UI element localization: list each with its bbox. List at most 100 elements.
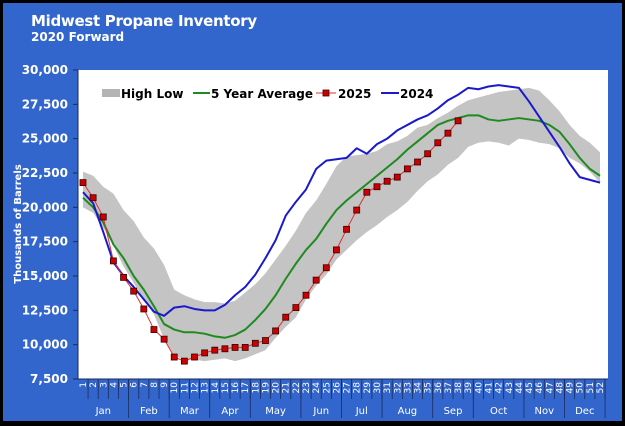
x-tick-label-week: 34 — [414, 382, 424, 394]
x-tick-label-week: 45 — [525, 382, 535, 393]
legend: High Low 5 Year Average 2025 2024 — [102, 87, 433, 101]
x-tick-label-week: 15 — [221, 382, 231, 393]
data-point-2025-wk24 — [312, 276, 320, 284]
x-tick-label-week: 32 — [393, 382, 403, 393]
x-tick-label-week: 39 — [464, 382, 474, 394]
legend-swatch-high-low — [102, 89, 120, 97]
x-tick-label-week: 25 — [322, 382, 332, 393]
x-tick-label-week: 40 — [474, 382, 484, 394]
x-tick-label-week: 30 — [373, 382, 383, 394]
x-tick-label-week: 11 — [180, 382, 190, 393]
x-tick-label-week: 35 — [424, 382, 434, 393]
data-point-2025-wk7 — [140, 305, 148, 313]
data-point-2025-wk21 — [282, 313, 290, 321]
x-tick-label-week: 16 — [231, 382, 241, 394]
data-point-2025-wk28 — [353, 206, 361, 214]
x-tick-label-week: 49 — [566, 382, 576, 394]
x-month-label: Jul — [355, 406, 368, 417]
data-point-2025-wk26 — [333, 246, 340, 254]
x-month-label: Feb — [140, 406, 158, 417]
data-point-2025-wk30 — [373, 183, 381, 191]
x-tick-label-week: 10 — [170, 382, 180, 394]
data-point-2025-wk37 — [444, 129, 452, 137]
data-point-2025-wk10 — [170, 353, 178, 361]
x-tick-label-week: 37 — [444, 382, 454, 393]
x-tick-label-week: 19 — [261, 382, 271, 394]
data-point-2025-wk4 — [110, 257, 117, 265]
data-point-2025-wk27 — [343, 225, 350, 233]
x-tick-label-week: 51 — [586, 382, 596, 393]
data-point-2025-wk23 — [302, 291, 310, 299]
x-tick-label-week: 41 — [484, 382, 494, 393]
legend-label-2025: 2025 — [338, 87, 371, 101]
x-month-label: Aug — [398, 406, 418, 417]
x-tick-label-week: 21 — [282, 382, 292, 393]
data-point-2025-wk8 — [150, 326, 158, 333]
x-month-label: Apr — [221, 406, 239, 417]
x-tick-label-week: 7 — [140, 382, 150, 388]
data-point-2025-wk5 — [120, 273, 127, 281]
data-point-2025-wk13 — [201, 349, 209, 357]
data-point-2025-wk1 — [79, 179, 87, 187]
x-tick-label-week: 22 — [292, 382, 302, 393]
data-point-2025-wk31 — [383, 177, 391, 185]
high-low-band — [83, 87, 600, 362]
y-tick-label: 22,500 — [22, 166, 68, 180]
x-tick-label-week: 13 — [201, 382, 211, 393]
x-month-label: Nov — [534, 406, 554, 417]
data-point-2025-wk12 — [191, 353, 198, 361]
data-point-2025-wk9 — [160, 335, 168, 343]
x-month-label: Oct — [490, 406, 507, 417]
x-tick-label-week: 43 — [505, 382, 515, 393]
x-tick-label-week: 28 — [353, 382, 363, 394]
data-point-2025-wk25 — [322, 264, 330, 272]
x-tick-label-week: 17 — [241, 382, 251, 393]
data-point-2025-wk34 — [414, 158, 421, 166]
series-line-2024 — [82, 84, 601, 317]
data-point-2025-wk2 — [89, 194, 97, 202]
legend-marker-2025 — [322, 89, 330, 97]
data-point-2025-wk36 — [434, 139, 442, 147]
x-tick-label-week: 36 — [434, 382, 444, 394]
y-axis-label: Thousands of Barrels — [13, 164, 24, 283]
data-point-2025-wk38 — [454, 117, 462, 125]
legend-label-5yr-avg: 5 Year Average — [211, 87, 313, 101]
x-tick-label-week: 20 — [272, 382, 282, 394]
x-tick-label-week: 33 — [403, 382, 413, 393]
data-point-2025-wk33 — [403, 165, 411, 173]
x-tick-label-week: 4 — [109, 382, 119, 388]
x-tick-label-week: 9 — [160, 382, 170, 388]
y-tick-label: 10,000 — [22, 338, 68, 352]
x-tick-label-week: 31 — [383, 382, 393, 393]
data-point-2025-wk29 — [363, 188, 371, 196]
data-point-2025-wk32 — [393, 173, 401, 181]
x-month-label: Sep — [444, 406, 463, 417]
x-tick-label-week: 12 — [191, 382, 201, 393]
data-point-2025-wk6 — [130, 287, 138, 295]
data-point-2025-wk16 — [231, 344, 239, 351]
series-line-5yr-avg — [82, 114, 601, 339]
x-tick-label-week: 38 — [454, 382, 464, 394]
y-tick-label: 7,500 — [30, 372, 68, 386]
x-month-label: May — [265, 406, 286, 417]
x-tick-label-week: 24 — [312, 382, 322, 394]
x-tick-label-week: 6 — [130, 382, 140, 388]
x-tick-label-week: 44 — [515, 382, 525, 394]
x-tick-label-week: 46 — [535, 382, 545, 394]
x-tick-label-week: 26 — [332, 382, 342, 394]
x-tick-label-week: 42 — [495, 382, 505, 393]
x-tick-label-week: 47 — [545, 382, 555, 393]
data-point-2025-wk22 — [292, 304, 300, 311]
x-month-label: Jun — [312, 406, 329, 417]
x-tick-label-week: 8 — [150, 382, 160, 388]
y-tick-label: 27,500 — [22, 97, 68, 111]
x-tick-label-week: 48 — [555, 382, 565, 394]
legend-label-2024: 2024 — [400, 87, 433, 101]
x-tick-label-week: 3 — [99, 382, 109, 388]
x-tick-label-week: 23 — [302, 382, 312, 393]
data-point-2025-wk35 — [424, 150, 432, 158]
data-point-2025-wk19 — [262, 337, 269, 344]
y-tick-label: 12,500 — [22, 303, 68, 317]
data-point-2025-wk17 — [241, 344, 249, 351]
